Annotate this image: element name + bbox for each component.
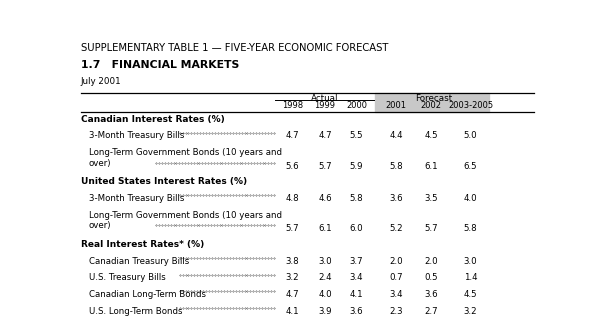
Text: U.S. Treasury Bills: U.S. Treasury Bills <box>89 273 166 282</box>
Text: 6.1: 6.1 <box>318 225 332 233</box>
Text: 3-Month Treasury Bills: 3-Month Treasury Bills <box>89 131 184 141</box>
Text: 4.7: 4.7 <box>318 131 332 141</box>
Text: Canadian Long-Term Bonds: Canadian Long-Term Bonds <box>89 290 206 299</box>
Text: 4.1: 4.1 <box>350 290 364 299</box>
Text: 5.7: 5.7 <box>424 225 438 233</box>
Text: 1998: 1998 <box>282 100 303 110</box>
Text: 3.7: 3.7 <box>350 257 364 266</box>
Text: 1.4: 1.4 <box>464 273 477 282</box>
Text: 5.0: 5.0 <box>464 131 477 141</box>
Text: 3.6: 3.6 <box>350 307 364 316</box>
Text: 1.7   FINANCIAL MARKETS: 1.7 FINANCIAL MARKETS <box>80 60 239 70</box>
Text: 1999: 1999 <box>314 100 335 110</box>
Text: Forecast: Forecast <box>415 94 452 103</box>
Text: 2000: 2000 <box>346 100 367 110</box>
Text: 5.8: 5.8 <box>350 194 364 203</box>
Text: 4.8: 4.8 <box>286 194 299 203</box>
Text: 6.0: 6.0 <box>350 225 364 233</box>
Text: U.S. Long-Term Bonds: U.S. Long-Term Bonds <box>89 307 182 316</box>
Text: 2.3: 2.3 <box>389 307 403 316</box>
Text: July 2001: July 2001 <box>80 77 121 86</box>
Text: 4.7: 4.7 <box>286 131 299 141</box>
Text: 3.9: 3.9 <box>318 307 332 316</box>
Text: 4.4: 4.4 <box>389 131 403 141</box>
Text: 4.6: 4.6 <box>318 194 332 203</box>
Text: 5.9: 5.9 <box>350 162 364 171</box>
Text: 4.0: 4.0 <box>318 290 332 299</box>
Text: SUPPLEMENTARY TABLE 1 — FIVE-YEAR ECONOMIC FORECAST: SUPPLEMENTARY TABLE 1 — FIVE-YEAR ECONOM… <box>80 43 388 53</box>
Text: 3.0: 3.0 <box>464 257 477 266</box>
Text: Real Interest Rates* (%): Real Interest Rates* (%) <box>80 240 204 249</box>
Text: 3-Month Treasury Bills: 3-Month Treasury Bills <box>89 194 184 203</box>
Text: 3.0: 3.0 <box>318 257 332 266</box>
Text: 2.0: 2.0 <box>424 257 438 266</box>
Text: 2.7: 2.7 <box>424 307 438 316</box>
Text: 3.8: 3.8 <box>286 257 299 266</box>
Text: 4.7: 4.7 <box>286 290 299 299</box>
Text: 4.5: 4.5 <box>464 290 477 299</box>
Text: Canadian Interest Rates (%): Canadian Interest Rates (%) <box>80 115 224 124</box>
Text: 2001: 2001 <box>386 100 407 110</box>
Text: 5.8: 5.8 <box>389 162 403 171</box>
Text: Long-Term Government Bonds (10 years and
over): Long-Term Government Bonds (10 years and… <box>89 148 282 168</box>
Text: 5.7: 5.7 <box>318 162 332 171</box>
Text: Canadian Treasury Bills: Canadian Treasury Bills <box>89 257 189 266</box>
Text: 6.5: 6.5 <box>464 162 477 171</box>
Text: 0.5: 0.5 <box>424 273 438 282</box>
Text: 5.2: 5.2 <box>389 225 403 233</box>
Text: 0.7: 0.7 <box>389 273 403 282</box>
Text: 5.5: 5.5 <box>350 131 364 141</box>
Text: 6.1: 6.1 <box>424 162 438 171</box>
Text: 5.8: 5.8 <box>464 225 477 233</box>
Text: 2002: 2002 <box>421 100 442 110</box>
Text: 3.6: 3.6 <box>424 290 438 299</box>
Text: 5.6: 5.6 <box>286 162 299 171</box>
Text: 4.0: 4.0 <box>464 194 477 203</box>
Text: 3.2: 3.2 <box>286 273 299 282</box>
Text: 3.2: 3.2 <box>464 307 477 316</box>
Text: 3.4: 3.4 <box>350 273 364 282</box>
Text: Actual: Actual <box>311 94 338 103</box>
Text: 3.6: 3.6 <box>389 194 403 203</box>
Text: 2.0: 2.0 <box>389 257 403 266</box>
Text: United States Interest Rates (%): United States Interest Rates (%) <box>80 177 247 186</box>
Text: 3.5: 3.5 <box>424 194 438 203</box>
Bar <box>376 93 490 112</box>
Text: Long-Term Government Bonds (10 years and
over): Long-Term Government Bonds (10 years and… <box>89 211 282 230</box>
Text: 2003-2005: 2003-2005 <box>448 100 493 110</box>
Text: 4.5: 4.5 <box>424 131 438 141</box>
Text: 3.4: 3.4 <box>389 290 403 299</box>
Text: 5.7: 5.7 <box>286 225 299 233</box>
Text: 2.4: 2.4 <box>318 273 332 282</box>
Text: 4.1: 4.1 <box>286 307 299 316</box>
